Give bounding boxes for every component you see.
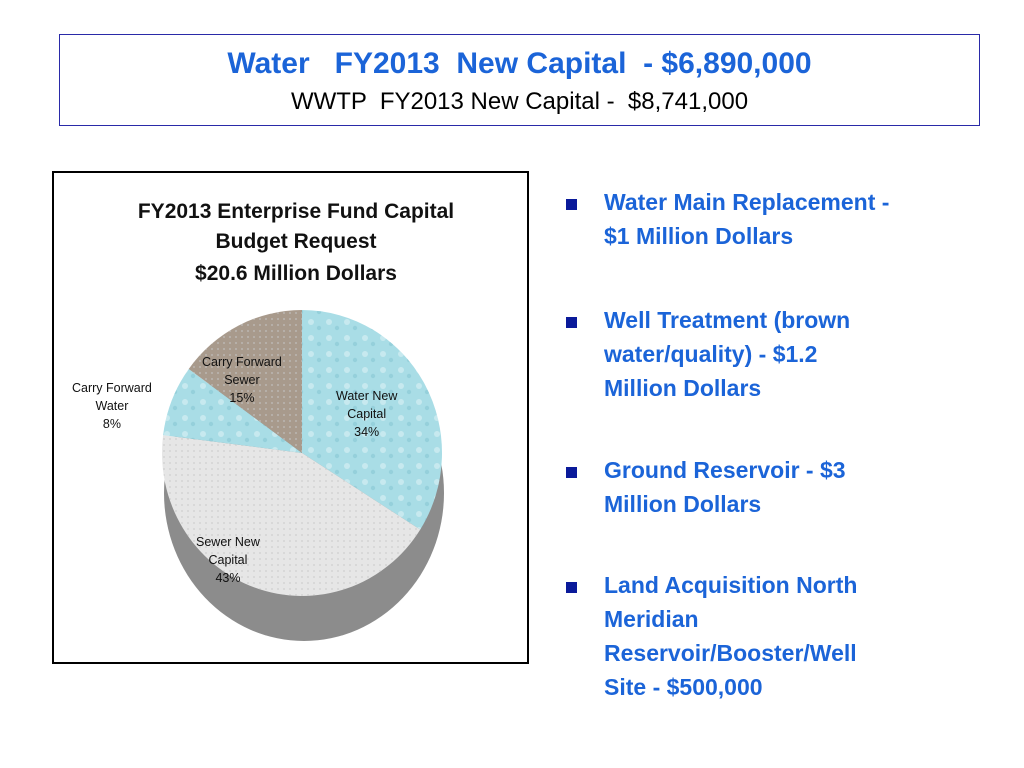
pie-slice-texture-2 — [163, 368, 302, 453]
slice-label-carry-forward-sewer: Carry Forward Sewer 15% — [202, 355, 282, 405]
slide-subtitle: WWTP FY2013 New Capital - $8,741,000 — [290, 88, 749, 115]
bullet-square-icon — [566, 582, 577, 593]
pie-chart-frame: FY2013 Enterprise Fund Capital Budget Re… — [52, 171, 529, 664]
pie-slice-texture-3 — [188, 310, 302, 453]
pie-chart-svg — [162, 310, 444, 641]
pie-slice-texture-0 — [302, 310, 442, 530]
bullet-text: Well Treatment (brown water/quality) - $… — [604, 307, 851, 401]
bullet-text: Water Main Replacement - $1 Million Doll… — [604, 189, 890, 249]
bullet-text: Ground Reservoir - $3 Million Dollars — [604, 457, 846, 517]
bullet-square-icon — [566, 199, 577, 210]
slice-label-carry-forward-water: Carry Forward Water 8% — [72, 381, 152, 431]
slice-label-sewer-new-capital: Sewer New Capital 43% — [196, 535, 260, 585]
title-box: Water FY2013 New Capital - $6,890,000 WW… — [59, 34, 980, 126]
bullet-square-icon — [566, 317, 577, 328]
slice-label-water-new-capital: Water New Capital 34% — [336, 389, 398, 439]
slide-title: Water FY2013 New Capital - $6,890,000 — [227, 47, 812, 80]
bullet-square-icon — [566, 467, 577, 478]
chart-title-line-1: FY2013 Enterprise Fund Capital — [137, 200, 455, 223]
chart-title-line-2: Budget Request — [215, 230, 377, 253]
bullet-text: Land Acquisition North Meridian Reservoi… — [604, 572, 858, 700]
pie-slice-texture-1 — [162, 435, 421, 597]
chart-title-line-3: $20.6 Million Dollars — [195, 262, 397, 285]
pie-slices — [162, 310, 442, 597]
